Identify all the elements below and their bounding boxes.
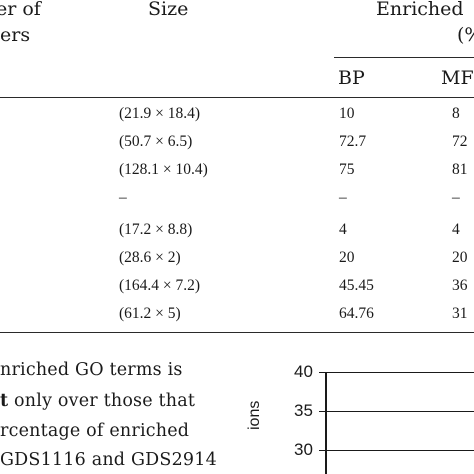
text-line-2-rest: only over those that: [8, 391, 196, 411]
y-axis-label: ions: [246, 400, 263, 430]
text-line-1: nriched GO terms is: [0, 360, 183, 380]
gridline-40: [325, 372, 474, 373]
row-7-size: (61.2 × 5): [119, 305, 181, 322]
tick-30: [319, 450, 325, 451]
row-5-size: (28.6 × 2): [119, 249, 181, 266]
row-4-bp: 4: [339, 221, 347, 238]
row-2-size: (128.1 × 10.4): [119, 161, 208, 178]
text-line-4: GDS1116 and GDS2914: [0, 450, 217, 470]
row-0-mf: 8: [452, 105, 460, 122]
row-2-bp: 75: [339, 161, 355, 178]
row-6-size: (164.4 × 7.2): [119, 277, 201, 294]
row-1-bp: 72.7: [339, 133, 367, 150]
header-clusters-line2: ers: [0, 24, 31, 46]
row-1-mf: 72: [452, 133, 468, 150]
y-tick-label-40: 40: [294, 362, 313, 381]
row-2-mf: 81: [452, 161, 468, 178]
y-tick-label-30: 30: [294, 440, 313, 459]
row-6-mf: 36: [452, 277, 468, 294]
header-size: Size: [148, 0, 189, 20]
row-5-bp: 20: [339, 249, 355, 266]
row-3-size: –: [119, 189, 127, 206]
header-mf: MF: [441, 67, 474, 89]
row-5-mf: 20: [452, 249, 468, 266]
header-divider: [334, 57, 474, 58]
header-bp: BP: [338, 67, 365, 89]
row-4-mf: 4: [452, 221, 460, 238]
tick-40: [319, 372, 325, 373]
row-1-size: (50.7 × 6.5): [119, 133, 193, 150]
y-axis: [325, 372, 327, 474]
header-enriched: Enriched: [376, 0, 464, 20]
row-4-size: (17.2 × 8.8): [119, 221, 193, 238]
table-top-rule: [0, 97, 474, 98]
row-7-bp: 64.76: [339, 305, 374, 322]
row-3-bp: –: [339, 189, 347, 206]
row-6-bp: 45.45: [339, 277, 374, 294]
table-bottom-rule: [0, 332, 474, 333]
row-3-mf: –: [452, 189, 460, 206]
y-tick-label-35: 35: [294, 401, 313, 420]
gridline-35: [325, 411, 474, 412]
header-clusters-line1: er of: [0, 0, 41, 20]
row-7-mf: 31: [452, 305, 468, 322]
tick-35: [319, 411, 325, 412]
text-line-2-bold: t: [0, 391, 9, 411]
text-line-3: rcentage of enriched: [0, 421, 190, 441]
row-0-bp: 10: [339, 105, 355, 122]
gridline-30: [325, 450, 474, 451]
row-0-size: (21.9 × 18.4): [119, 105, 201, 122]
header-enriched-percent: (%: [457, 24, 474, 46]
text-line-2: t only over those that: [0, 391, 195, 411]
